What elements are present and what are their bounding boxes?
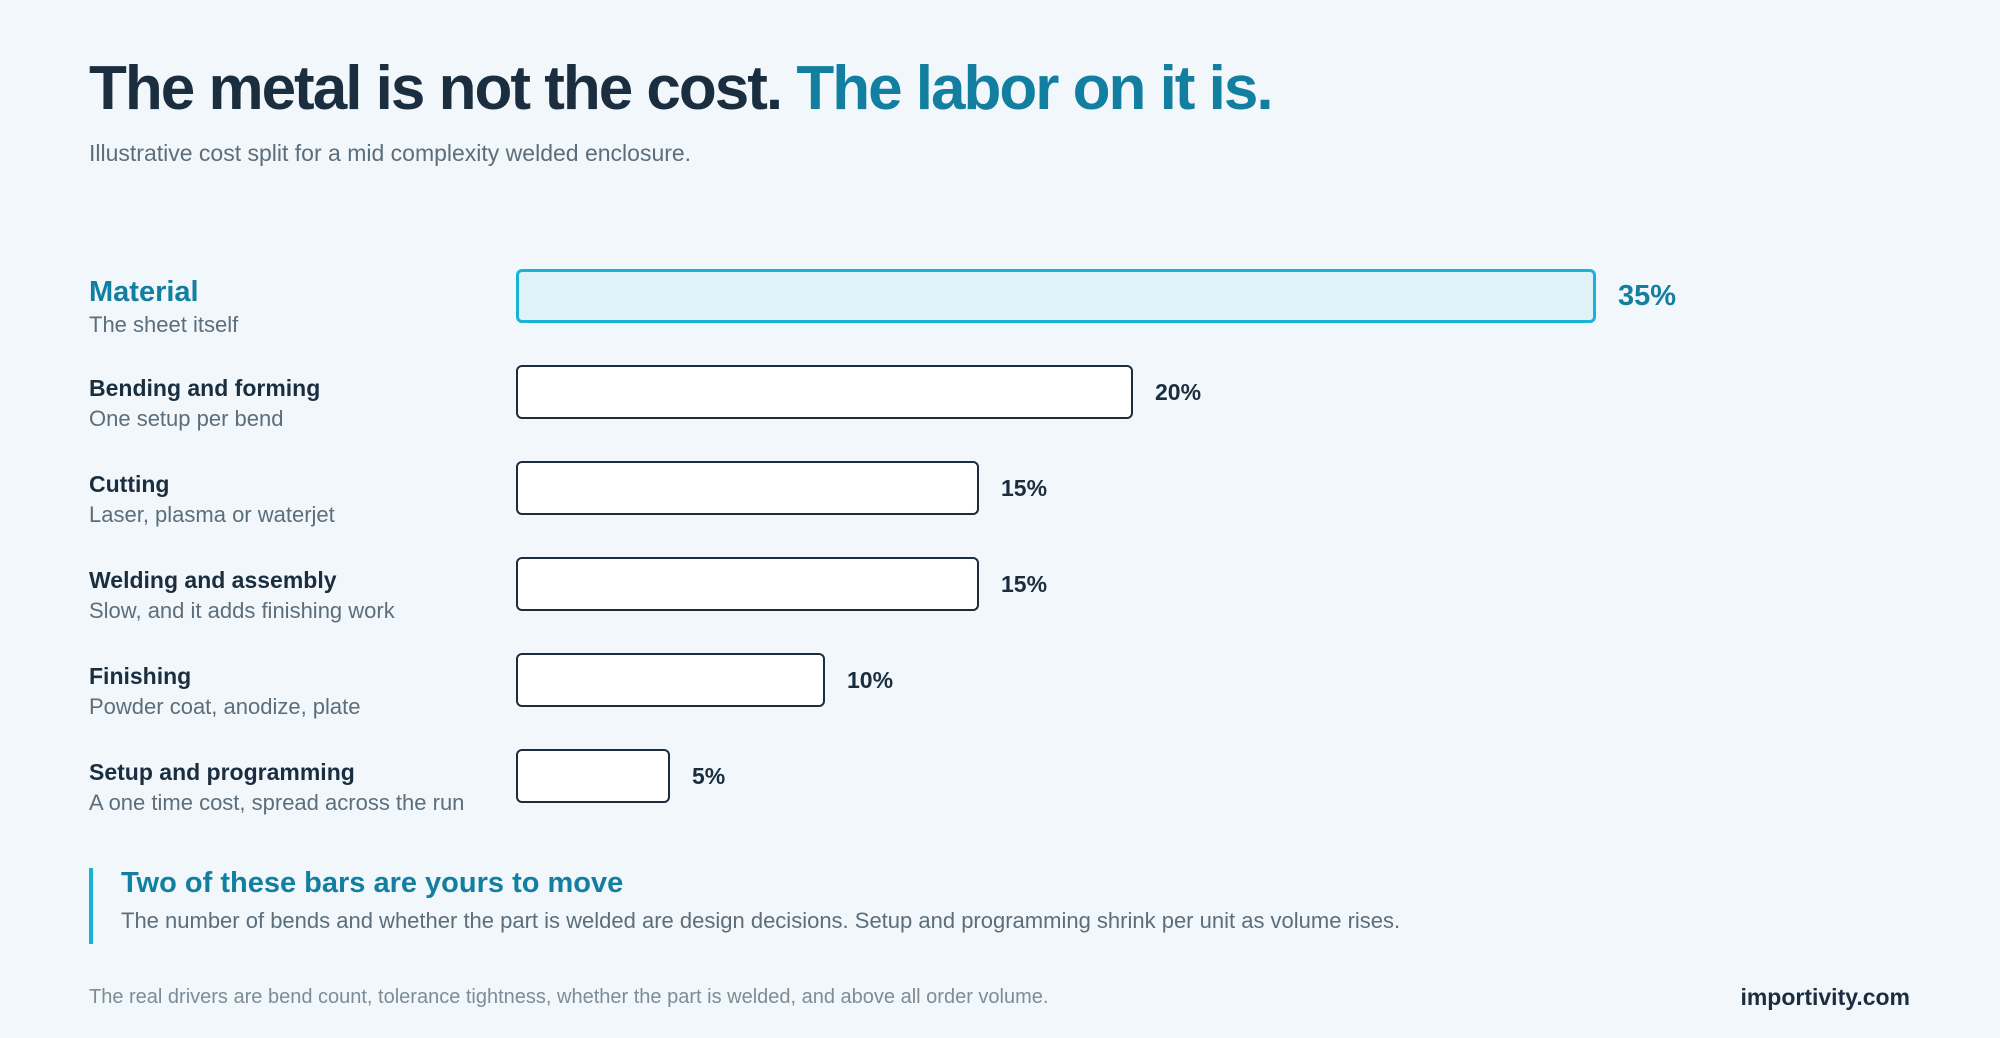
bar-category-name: Welding and assembly: [89, 567, 337, 593]
bar: [516, 749, 670, 803]
callout-text: The number of bends and whether the part…: [121, 907, 1401, 933]
bar-category-name: Setup and programming: [89, 759, 355, 785]
bar-category-description: Powder coat, anodize, plate: [89, 693, 361, 719]
bar-label: Welding and assembly Slow, and it adds fi…: [89, 567, 395, 624]
title-main: The metal is not the cost.: [89, 54, 783, 123]
bar-category-description: One setup per bend: [89, 405, 284, 431]
callout-box: Two of these bars are yours to move The …: [89, 867, 1401, 944]
bar: [516, 365, 1133, 419]
bar-category-description: A one time cost, spread across the run: [89, 789, 465, 815]
bar-label: Material The sheet itself: [89, 276, 239, 338]
page-title: The metal is not the cost. The labor on …: [89, 52, 1274, 126]
bar-value-label: 20%: [1155, 379, 1202, 405]
bar-label: Cutting Laser, plasma or waterjet: [89, 471, 335, 528]
bar-value-label: 5%: [692, 763, 726, 789]
bar-category-description: The sheet itself: [89, 311, 239, 337]
callout-title: Two of these bars are yours to move: [121, 867, 624, 899]
bar: [516, 269, 1596, 323]
bar-value-label: 10%: [847, 667, 894, 693]
bar-category-name: Finishing: [89, 663, 192, 689]
bar-category-name: Bending and forming: [89, 375, 321, 401]
bar: [516, 557, 979, 611]
bar-category-description: Slow, and it adds finishing work: [89, 597, 395, 623]
bar-category-name: Cutting: [89, 471, 170, 497]
bar: [516, 461, 979, 515]
brand-link[interactable]: importivity.com: [1740, 984, 1910, 1010]
bar-value-label: 35%: [1618, 280, 1677, 312]
bar-value-label: 15%: [1001, 571, 1048, 597]
bar-value-label: 15%: [1001, 475, 1048, 501]
bar: [516, 653, 825, 707]
bar-label: Bending and forming One setup per bend: [89, 375, 320, 432]
bar-category-name: Material: [89, 276, 199, 308]
bar-label: Setup and programming A one time cost, sp…: [89, 759, 464, 816]
title-accent: The labor on it is.: [796, 54, 1273, 123]
bar-label: Finishing Powder coat, anodize, plate: [89, 663, 361, 720]
footnote: The real drivers are bend count, toleran…: [89, 986, 1049, 1008]
page-subtitle: Illustrative cost split for a mid comple…: [89, 140, 692, 166]
bar-category-description: Laser, plasma or waterjet: [89, 501, 335, 527]
